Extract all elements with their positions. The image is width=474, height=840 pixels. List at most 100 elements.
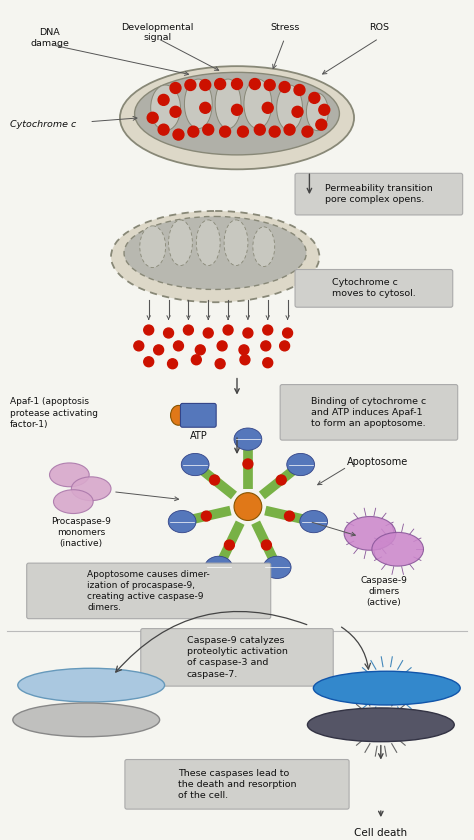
Circle shape (219, 126, 230, 137)
Circle shape (302, 126, 313, 137)
Circle shape (200, 80, 211, 91)
Circle shape (276, 475, 286, 485)
Text: DNA
damage: DNA damage (30, 29, 69, 48)
Text: Procaspase-7: Procaspase-7 (55, 716, 118, 724)
Circle shape (284, 511, 294, 521)
Text: ROS: ROS (369, 23, 389, 32)
Circle shape (203, 124, 214, 135)
Circle shape (255, 124, 265, 135)
Ellipse shape (300, 511, 328, 533)
Ellipse shape (49, 463, 89, 486)
Circle shape (223, 325, 233, 335)
Circle shape (249, 79, 260, 90)
Ellipse shape (234, 428, 262, 450)
Circle shape (284, 124, 295, 135)
Text: Caspase-9 catalyzes
proteolytic activation
of caspase-3 and
caspase-7.: Caspase-9 catalyzes proteolytic activati… (187, 636, 287, 679)
Circle shape (158, 124, 169, 135)
Circle shape (264, 80, 275, 91)
FancyBboxPatch shape (295, 173, 463, 215)
Circle shape (173, 341, 183, 351)
Circle shape (279, 81, 290, 92)
Ellipse shape (120, 66, 354, 170)
Text: Caspase-9
dimers
(active): Caspase-9 dimers (active) (360, 576, 407, 607)
Ellipse shape (215, 79, 241, 129)
Circle shape (188, 126, 199, 137)
Ellipse shape (184, 79, 212, 129)
Text: Procaspase-3: Procaspase-3 (59, 680, 123, 690)
Ellipse shape (313, 671, 460, 705)
Circle shape (239, 345, 249, 354)
Circle shape (215, 79, 226, 90)
Circle shape (185, 80, 196, 91)
Circle shape (294, 85, 305, 96)
Circle shape (262, 540, 272, 550)
Ellipse shape (263, 556, 291, 579)
Circle shape (210, 475, 219, 485)
Circle shape (319, 104, 330, 115)
Circle shape (316, 119, 327, 130)
Text: Caspase-7: Caspase-7 (353, 720, 409, 730)
Text: Apoptosome causes dimer-
ization of procaspase-9,
creating active caspase-9
dime: Apoptosome causes dimer- ization of proc… (87, 570, 210, 612)
Circle shape (158, 94, 169, 105)
Ellipse shape (18, 669, 164, 702)
Circle shape (263, 325, 273, 335)
FancyArrowPatch shape (116, 612, 307, 672)
Ellipse shape (72, 477, 111, 501)
Ellipse shape (111, 211, 319, 302)
Circle shape (203, 328, 213, 338)
Ellipse shape (151, 85, 181, 131)
Ellipse shape (169, 220, 192, 265)
Text: Developmental
signal: Developmental signal (121, 23, 194, 42)
Circle shape (280, 341, 290, 351)
Circle shape (269, 126, 280, 137)
Circle shape (183, 325, 193, 335)
Circle shape (191, 354, 201, 365)
Ellipse shape (205, 556, 233, 579)
Ellipse shape (168, 511, 196, 533)
Circle shape (217, 341, 227, 351)
Ellipse shape (372, 533, 423, 566)
Circle shape (231, 79, 243, 90)
Ellipse shape (306, 93, 328, 131)
Circle shape (170, 107, 181, 118)
Ellipse shape (196, 220, 220, 265)
Circle shape (225, 540, 234, 550)
Ellipse shape (54, 490, 93, 513)
Ellipse shape (287, 454, 315, 475)
Text: Binding of cytochrome c
and ATP induces Apaf-1
to form an apoptosome.: Binding of cytochrome c and ATP induces … (311, 396, 427, 428)
Ellipse shape (224, 220, 248, 265)
Ellipse shape (253, 227, 275, 266)
Ellipse shape (308, 708, 454, 742)
Text: Cell death: Cell death (354, 828, 407, 838)
Text: Caspase-3: Caspase-3 (359, 683, 415, 693)
Ellipse shape (135, 72, 339, 155)
FancyBboxPatch shape (181, 403, 216, 428)
Circle shape (144, 325, 154, 335)
Circle shape (168, 359, 177, 369)
Text: Cytochrome c: Cytochrome c (10, 120, 76, 129)
Circle shape (231, 104, 243, 115)
Circle shape (283, 328, 292, 338)
Circle shape (243, 459, 253, 469)
Text: Permeability transition
pore complex opens.: Permeability transition pore complex ope… (325, 184, 433, 204)
Circle shape (263, 358, 273, 368)
Circle shape (170, 82, 181, 93)
FancyArrowPatch shape (341, 627, 371, 669)
Ellipse shape (124, 217, 306, 290)
Text: Stress: Stress (270, 23, 299, 32)
Circle shape (237, 126, 248, 137)
Ellipse shape (244, 79, 272, 129)
Circle shape (164, 328, 173, 338)
Text: These caspases lead to
the death and resorption
of the cell.: These caspases lead to the death and res… (178, 769, 296, 800)
Text: Apaf-1 (apoptosis
protease activating
factor-1): Apaf-1 (apoptosis protease activating fa… (10, 397, 98, 428)
FancyBboxPatch shape (295, 270, 453, 307)
FancyBboxPatch shape (27, 563, 271, 619)
Circle shape (243, 328, 253, 338)
Ellipse shape (344, 517, 396, 550)
Circle shape (262, 102, 273, 113)
Circle shape (215, 359, 225, 369)
Circle shape (240, 354, 250, 365)
Circle shape (292, 107, 303, 118)
FancyBboxPatch shape (280, 385, 458, 440)
Text: Procaspase-9
monomers
(inactive): Procaspase-9 monomers (inactive) (51, 517, 111, 548)
